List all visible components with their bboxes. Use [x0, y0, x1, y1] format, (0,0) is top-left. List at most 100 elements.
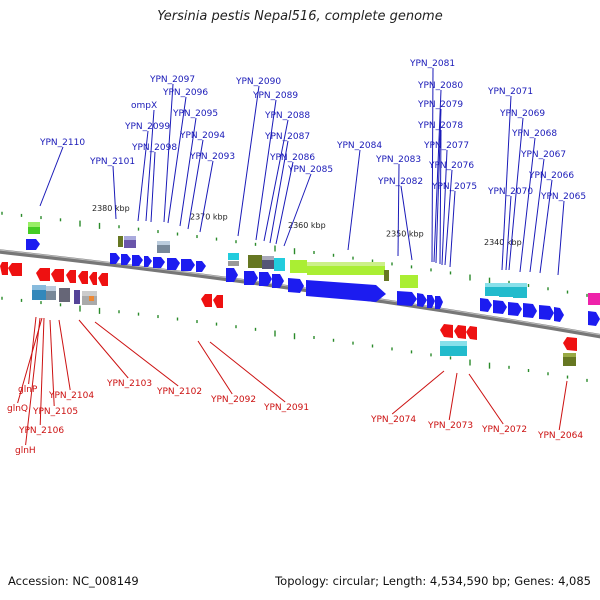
- reverse-genes: [0, 262, 577, 351]
- feature-box: [89, 296, 94, 301]
- leader-line: [431, 67, 434, 263]
- leader-line: [255, 99, 277, 241]
- gene-arrow: [397, 291, 417, 306]
- forward-gene-label: YPN_2096: [162, 88, 208, 98]
- gene-arrow: [0, 262, 8, 275]
- gene-arrow: [36, 268, 50, 281]
- kbp-label: 2340 kbp: [484, 238, 522, 247]
- leader-line: [167, 96, 187, 224]
- forward-gene-label: YPN_2069: [499, 109, 545, 119]
- forward-gene-label: YPN_2081: [409, 59, 455, 69]
- feature-box: [588, 293, 600, 305]
- kbp-label: 2350 kbp: [386, 230, 424, 239]
- reverse-gene-label: YPN_2074: [370, 415, 416, 425]
- forward-gene-label: YPN_2110: [39, 138, 85, 148]
- reverse-feature-boxes: [32, 285, 576, 366]
- gene-arrow: [132, 255, 143, 266]
- gene-arrow: [440, 324, 453, 338]
- forward-feature-boxes: [28, 222, 600, 305]
- forward-gene-label: YPN_2082: [377, 177, 423, 187]
- gene-arrow: [588, 311, 600, 326]
- leader-line: [441, 149, 448, 266]
- forward-gene-label: YPN_2101: [89, 157, 135, 167]
- leader-line: [94, 321, 179, 387]
- gene-arrow: [306, 280, 386, 302]
- gene-arrow: [259, 272, 272, 286]
- feature-box: [384, 270, 389, 281]
- forward-gene-label: YPN_2065: [540, 192, 586, 202]
- forward-gene-label: ompX: [131, 101, 157, 111]
- feature-box: [499, 284, 513, 297]
- reverse-gene-label: YPN_2073: [427, 421, 473, 431]
- map-title: Yersinia pestis Nepal516, complete genom…: [157, 9, 443, 24]
- reverse-gene-label: YPN_2072: [481, 425, 527, 435]
- feature-box: [46, 286, 56, 300]
- feature-box: [228, 253, 239, 260]
- leader-line: [557, 200, 565, 276]
- reverse-gene-label: glnH: [15, 446, 36, 456]
- gene-arrow: [493, 300, 507, 314]
- leader-line: [501, 95, 512, 271]
- gene-arrow: [244, 271, 258, 285]
- leader-line: [58, 319, 71, 391]
- reverse-gene-label: YPN_2106: [18, 426, 64, 436]
- kbp-label: 2370 kbp: [190, 213, 228, 222]
- leader-line: [558, 380, 568, 431]
- gene-arrow: [153, 257, 165, 268]
- gene-arrow: [8, 263, 22, 276]
- leader-line: [179, 117, 197, 227]
- leader-line: [237, 85, 260, 237]
- forward-leader-lines: [39, 67, 565, 276]
- leader-line: [25, 317, 41, 446]
- gene-arrow: [181, 259, 195, 271]
- leader-line: [263, 119, 289, 242]
- feature-box: [563, 353, 576, 357]
- reverse-gene-label: glnQ: [7, 404, 28, 414]
- forward-gene-label: YPN_2090: [235, 77, 281, 87]
- leader-line: [435, 108, 442, 264]
- feature-box: [74, 290, 80, 304]
- gene-arrow: [480, 298, 492, 312]
- gene-arrow: [523, 303, 537, 318]
- leader-line: [39, 317, 45, 426]
- gene-arrow: [196, 261, 206, 272]
- forward-gene-label: YPN_2093: [189, 152, 235, 162]
- forward-gene-label: YPN_2087: [264, 132, 310, 142]
- reverse-gene-label: glnP: [18, 385, 38, 395]
- leader-line: [112, 165, 117, 220]
- feature-box: [307, 262, 385, 266]
- leader-line: [78, 319, 129, 379]
- feature-box: [157, 241, 170, 245]
- leader-line: [269, 140, 289, 244]
- gene-arrow: [51, 269, 64, 282]
- feature-box: [274, 258, 285, 271]
- leader-line: [397, 163, 400, 257]
- gene-arrow: [213, 295, 223, 308]
- leader-line: [39, 146, 64, 207]
- feature-box: [82, 291, 97, 296]
- forward-tick-marks: [1, 211, 588, 297]
- leader-line: [449, 190, 456, 268]
- accession-label: Accession: NC_008149: [8, 574, 139, 588]
- feature-box: [124, 236, 136, 240]
- forward-gene-label: YPN_2080: [417, 81, 463, 91]
- feature-box: [290, 260, 307, 273]
- gene-arrow: [539, 305, 554, 320]
- leader-line: [505, 195, 512, 271]
- feature-box: [485, 283, 527, 287]
- gene-arrow: [89, 272, 97, 285]
- leader-line: [508, 117, 524, 271]
- gene-arrow: [435, 296, 443, 309]
- forward-gene-label: YPN_2075: [431, 182, 477, 192]
- forward-gene-label: YPN_2095: [172, 109, 218, 119]
- gene-arrow: [167, 258, 180, 270]
- forward-gene-label: YPN_2084: [336, 141, 382, 151]
- leader-line: [49, 319, 55, 407]
- gene-arrow: [563, 337, 577, 351]
- leader-line: [539, 179, 553, 274]
- gene-arrow: [417, 293, 427, 307]
- feature-box: [440, 341, 467, 346]
- reverse-gene-label: YPN_2091: [263, 403, 309, 413]
